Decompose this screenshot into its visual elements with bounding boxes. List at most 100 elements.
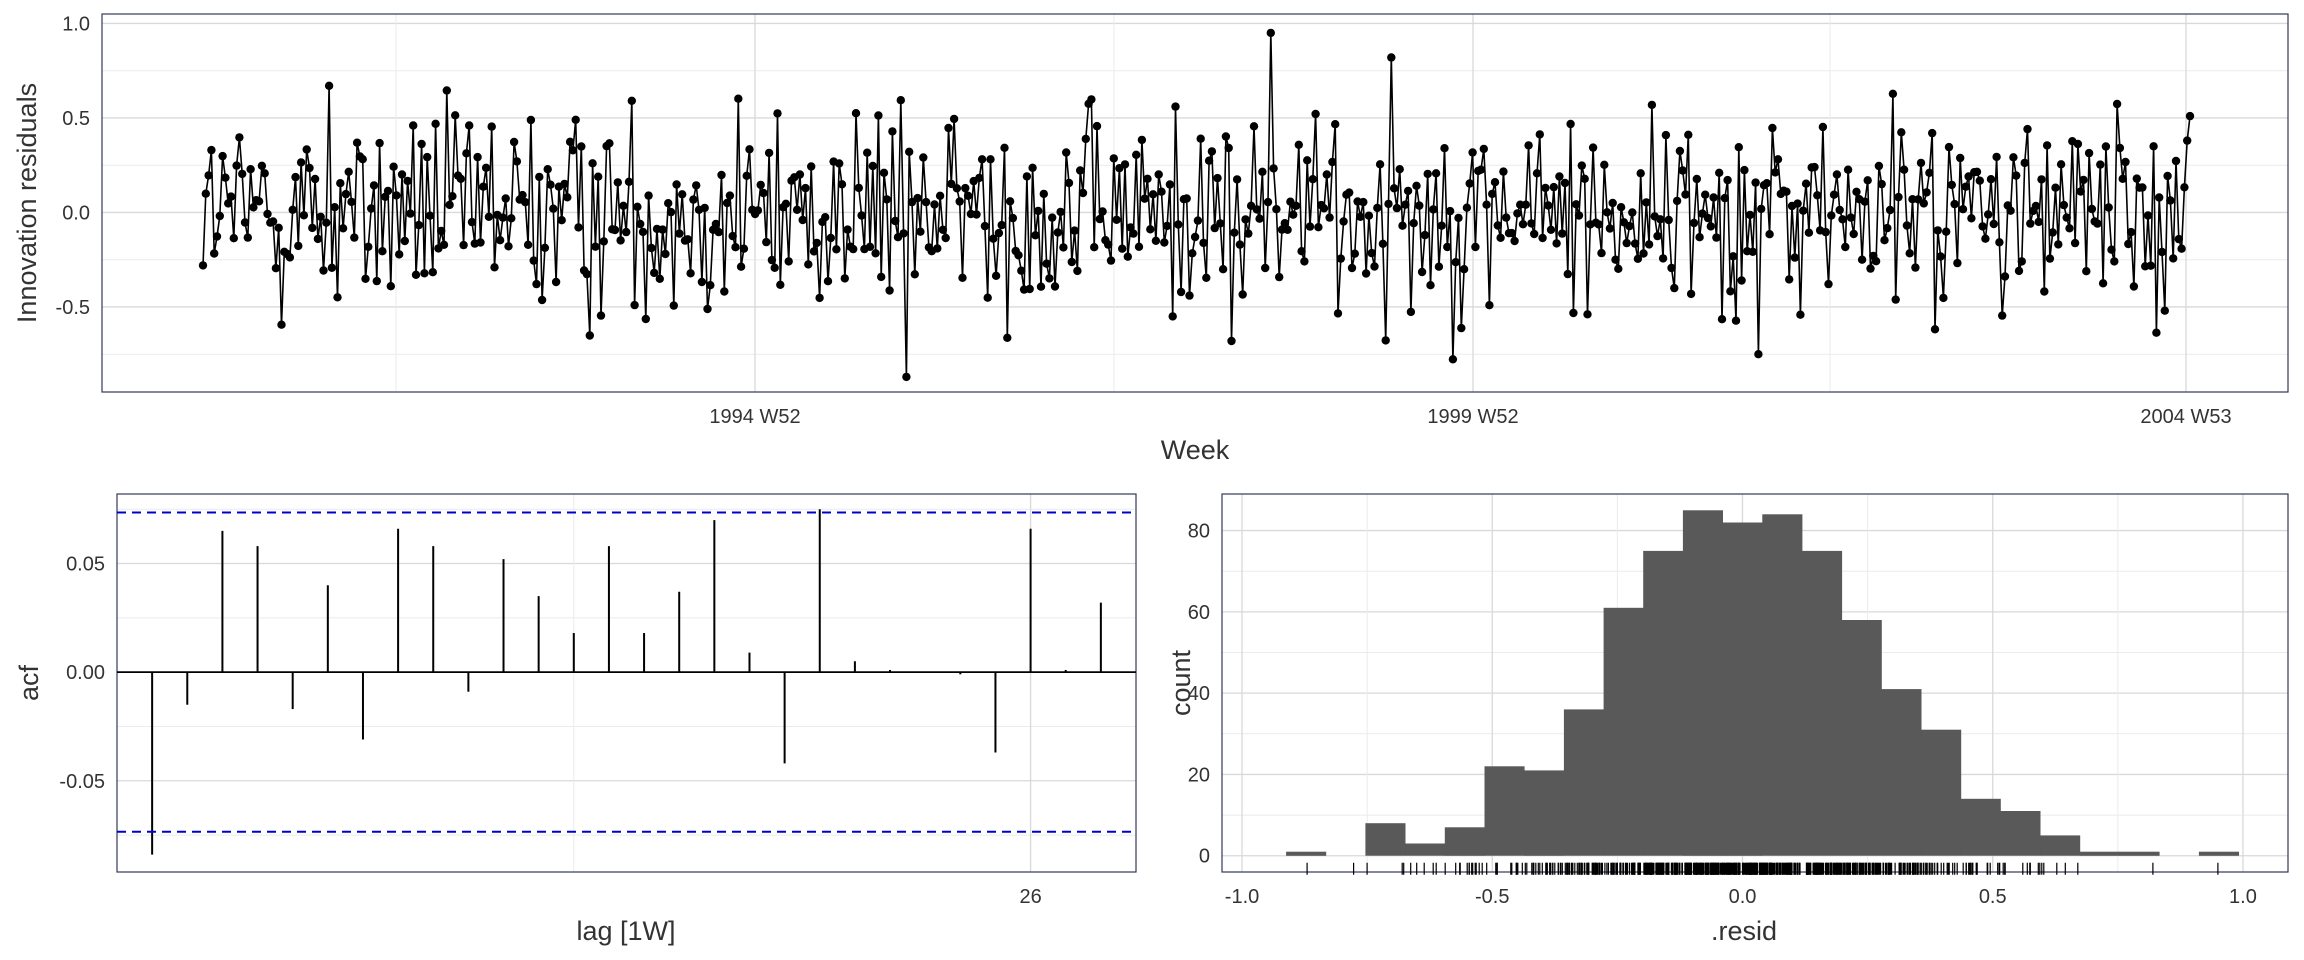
residual-point bbox=[409, 121, 418, 130]
residual-histogram: 0 20 40 60 80 -1.0 -0.5 0.0 0.5 1.0 count .resid bbox=[1166, 493, 2289, 946]
residual-point bbox=[2037, 175, 2046, 184]
residual-point bbox=[2048, 228, 2057, 237]
residual-point bbox=[1740, 165, 1749, 175]
residual-point bbox=[1213, 173, 1222, 183]
residual-point bbox=[1572, 200, 1581, 209]
residual-point bbox=[1165, 180, 1175, 189]
residual-point bbox=[1333, 309, 1343, 318]
residual-point bbox=[1518, 220, 1528, 229]
histogram-bar bbox=[1682, 510, 1723, 856]
residual-point bbox=[1885, 205, 1895, 215]
acf-y-tick-label: 0.05 bbox=[66, 554, 105, 576]
residual-point bbox=[518, 190, 527, 200]
histogram-x-tick-label: 0.5 bbox=[1979, 886, 2007, 908]
residual-point bbox=[310, 174, 320, 184]
residual-point bbox=[1381, 336, 1390, 345]
residual-point bbox=[271, 264, 281, 273]
residual-point bbox=[2098, 279, 2108, 288]
residual-point bbox=[1616, 203, 1626, 212]
residual-point bbox=[683, 235, 692, 244]
residual-point bbox=[739, 244, 749, 253]
residual-point bbox=[406, 209, 415, 218]
residual-point bbox=[994, 228, 1004, 238]
residual-point bbox=[1527, 219, 1536, 228]
residual-point bbox=[1375, 160, 1385, 169]
residual-point bbox=[1263, 197, 1273, 207]
residual-point bbox=[955, 197, 964, 206]
residual-point bbox=[1409, 219, 1418, 228]
residual-point bbox=[1224, 143, 1233, 153]
residual-point bbox=[1695, 233, 1704, 242]
residual-point bbox=[1953, 258, 1962, 268]
residual-point bbox=[428, 268, 437, 277]
residual-point bbox=[1457, 323, 1466, 333]
residual-point bbox=[661, 249, 670, 259]
residual-point bbox=[1930, 325, 1940, 334]
residual-point bbox=[2079, 175, 2088, 185]
residual-point bbox=[1658, 254, 1668, 263]
time-plot-x-tick-label: 1999 W52 bbox=[1427, 406, 1518, 428]
residual-point bbox=[1429, 205, 1438, 214]
residual-point bbox=[902, 372, 911, 382]
residual-point bbox=[1502, 213, 1511, 222]
residual-point bbox=[1841, 242, 1850, 252]
residual-point bbox=[1289, 210, 1298, 219]
residual-point bbox=[2017, 257, 2027, 266]
residuals-time-plot: -0.5 0.0 0.5 1.0 1994 W52 1999 W52 2004 W53 I… bbox=[12, 13, 2289, 465]
residual-point bbox=[1810, 162, 1819, 172]
residual-point bbox=[1857, 255, 1867, 264]
residual-point bbox=[1986, 175, 1996, 184]
residual-point bbox=[1891, 295, 1900, 304]
residual-point bbox=[1176, 287, 1186, 297]
residual-point bbox=[1261, 263, 1270, 273]
residual-point bbox=[465, 121, 474, 130]
residual-point bbox=[2084, 148, 2094, 158]
histogram-bar bbox=[1405, 843, 1446, 856]
residual-point bbox=[672, 180, 681, 189]
residual-point bbox=[731, 243, 740, 252]
residual-point bbox=[221, 173, 230, 182]
residual-point bbox=[2076, 187, 2085, 196]
residual-point bbox=[462, 149, 471, 158]
residual-point bbox=[759, 188, 768, 198]
residual-point bbox=[352, 138, 362, 147]
residual-point bbox=[1403, 186, 1413, 196]
residual-point bbox=[215, 211, 224, 221]
residual-point bbox=[442, 86, 451, 95]
residual-point bbox=[1602, 208, 1612, 217]
residual-point bbox=[198, 261, 208, 270]
residual-point bbox=[675, 229, 684, 238]
residual-point bbox=[1031, 231, 1040, 240]
residual-point bbox=[1218, 265, 1228, 274]
residual-point bbox=[2101, 142, 2111, 151]
residual-point bbox=[2045, 254, 2055, 263]
residual-point bbox=[1530, 229, 1539, 239]
residual-point bbox=[1762, 179, 1772, 188]
residual-point bbox=[568, 146, 578, 155]
histogram-bar bbox=[1960, 798, 2001, 856]
histogram-bar bbox=[1365, 823, 1406, 856]
residual-point bbox=[1729, 252, 1738, 261]
residual-point bbox=[1294, 140, 1304, 149]
acf-y-tick-label: -0.05 bbox=[59, 771, 105, 793]
residual-point bbox=[2000, 272, 2010, 281]
residual-point bbox=[1000, 143, 1009, 152]
residual-point bbox=[2093, 219, 2102, 228]
residual-point bbox=[1899, 165, 1909, 174]
residual-point bbox=[762, 237, 771, 247]
residual-point bbox=[1255, 214, 1264, 223]
residual-point bbox=[1087, 95, 1096, 104]
residual-point bbox=[1123, 252, 1133, 261]
residual-point bbox=[804, 260, 813, 269]
residual-point bbox=[1535, 130, 1545, 139]
residual-point bbox=[2157, 247, 2167, 257]
residual-point bbox=[753, 206, 763, 215]
residual-point bbox=[2026, 219, 2035, 228]
residual-point bbox=[1538, 233, 1547, 243]
residual-point bbox=[246, 165, 255, 174]
residual-point bbox=[854, 183, 863, 193]
residual-point bbox=[2040, 287, 2049, 296]
residual-point bbox=[1042, 259, 1051, 268]
histogram-bar bbox=[1484, 766, 1525, 856]
residual-point bbox=[773, 109, 782, 118]
